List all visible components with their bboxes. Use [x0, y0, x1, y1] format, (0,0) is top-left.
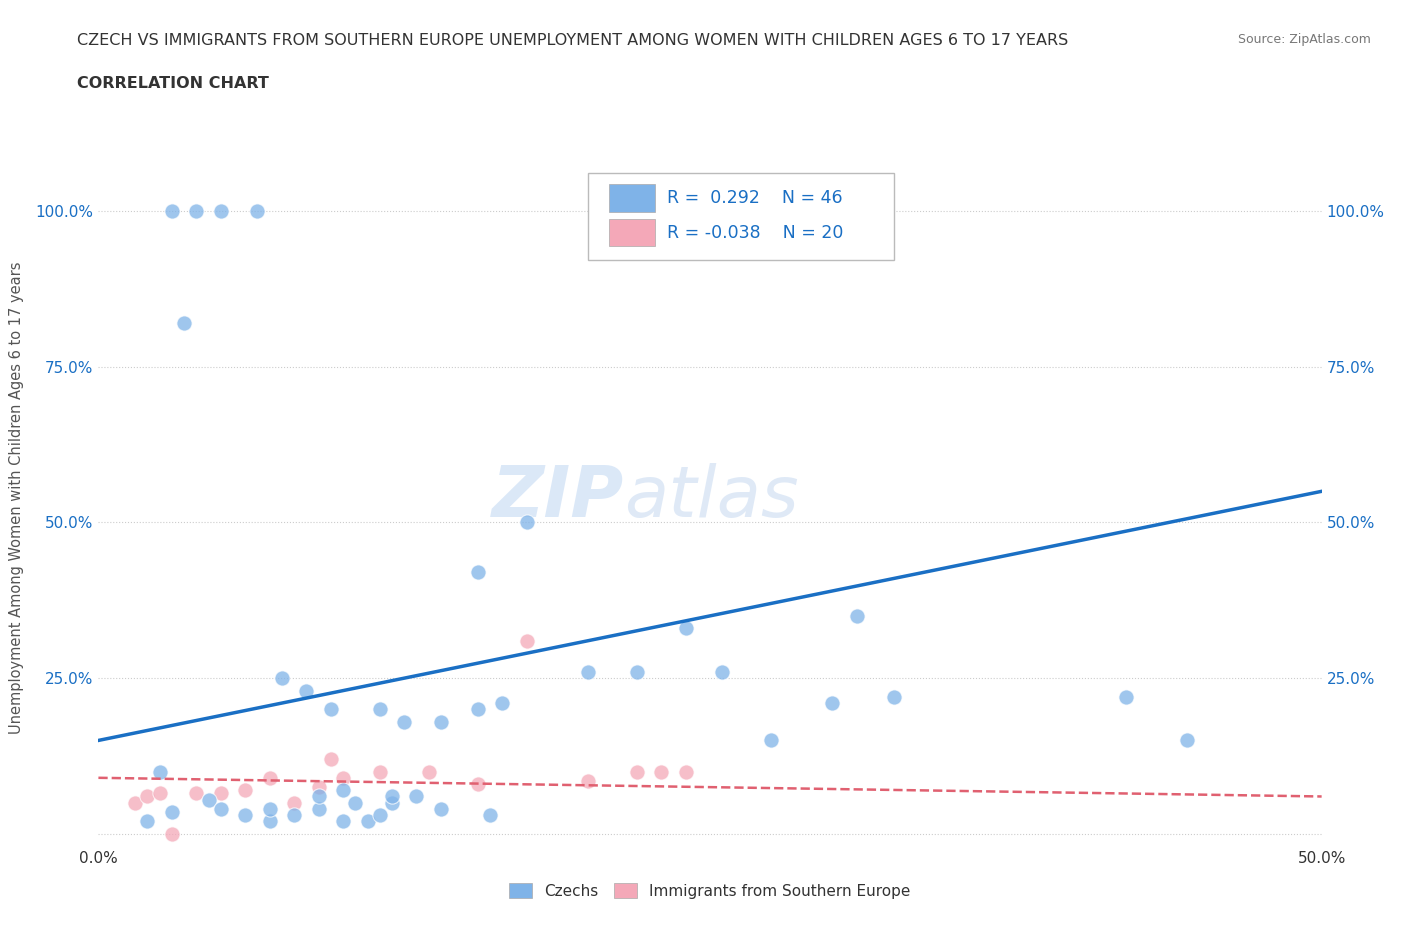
Point: [173, 316, 195, 331]
Text: ZIP: ZIP: [492, 463, 624, 532]
Text: R = -0.038    N = 20: R = -0.038 N = 20: [668, 223, 844, 242]
Point: [467, 777, 489, 791]
Point: [319, 702, 342, 717]
Point: [478, 808, 501, 823]
Point: [405, 789, 427, 804]
Bar: [609, 219, 655, 246]
Point: [515, 633, 537, 648]
Text: CZECH VS IMMIGRANTS FROM SOUTHERN EUROPE UNEMPLOYMENT AMONG WOMEN WITH CHILDREN : CZECH VS IMMIGRANTS FROM SOUTHERN EUROPE…: [77, 33, 1069, 47]
Point: [209, 786, 232, 801]
Point: [319, 751, 342, 766]
Point: [675, 764, 697, 779]
Point: [761, 733, 783, 748]
Point: [308, 789, 330, 804]
Point: [246, 204, 269, 219]
Point: [576, 665, 599, 680]
Point: [259, 802, 281, 817]
Point: [711, 665, 734, 680]
Point: [491, 696, 513, 711]
Point: [233, 783, 256, 798]
Point: [160, 827, 183, 842]
Point: [356, 814, 378, 829]
Point: [845, 608, 868, 623]
Text: R =  0.292    N = 46: R = 0.292 N = 46: [668, 189, 842, 206]
Point: [368, 808, 391, 823]
Point: [136, 789, 159, 804]
Point: [160, 804, 183, 819]
Point: [626, 665, 648, 680]
Point: [332, 814, 354, 829]
Point: [332, 770, 354, 785]
Point: [283, 808, 305, 823]
Point: [467, 702, 489, 717]
Point: [626, 764, 648, 779]
Point: [418, 764, 440, 779]
Bar: [609, 184, 655, 212]
Legend: Czechs, Immigrants from Southern Europe: Czechs, Immigrants from Southern Europe: [503, 877, 917, 905]
Point: [233, 808, 256, 823]
Point: [259, 770, 281, 785]
Point: [430, 802, 453, 817]
Point: [1175, 733, 1198, 748]
Point: [308, 779, 330, 794]
Point: [1115, 689, 1137, 704]
Text: Source: ZipAtlas.com: Source: ZipAtlas.com: [1237, 33, 1371, 46]
Point: [270, 671, 294, 685]
Point: [149, 764, 172, 779]
Point: [515, 515, 537, 530]
Point: [124, 795, 146, 810]
Point: [368, 702, 391, 717]
Point: [209, 802, 232, 817]
Point: [332, 783, 354, 798]
Text: CORRELATION CHART: CORRELATION CHART: [77, 76, 269, 91]
Point: [136, 814, 159, 829]
Point: [209, 204, 232, 219]
Point: [197, 792, 219, 807]
Point: [308, 802, 330, 817]
Point: [295, 684, 318, 698]
FancyBboxPatch shape: [588, 173, 894, 260]
Point: [381, 795, 404, 810]
Point: [430, 714, 453, 729]
Point: [160, 204, 183, 219]
Point: [381, 789, 404, 804]
Point: [149, 786, 172, 801]
Point: [821, 696, 844, 711]
Point: [283, 795, 305, 810]
Point: [344, 795, 367, 810]
Point: [467, 565, 489, 579]
Point: [883, 689, 905, 704]
Point: [186, 204, 208, 219]
Y-axis label: Unemployment Among Women with Children Ages 6 to 17 years: Unemployment Among Women with Children A…: [10, 261, 24, 734]
Point: [675, 621, 697, 636]
Point: [368, 764, 391, 779]
Point: [650, 764, 672, 779]
Point: [576, 774, 599, 789]
Point: [259, 814, 281, 829]
Point: [186, 786, 208, 801]
Text: atlas: atlas: [624, 463, 799, 532]
Point: [392, 714, 416, 729]
